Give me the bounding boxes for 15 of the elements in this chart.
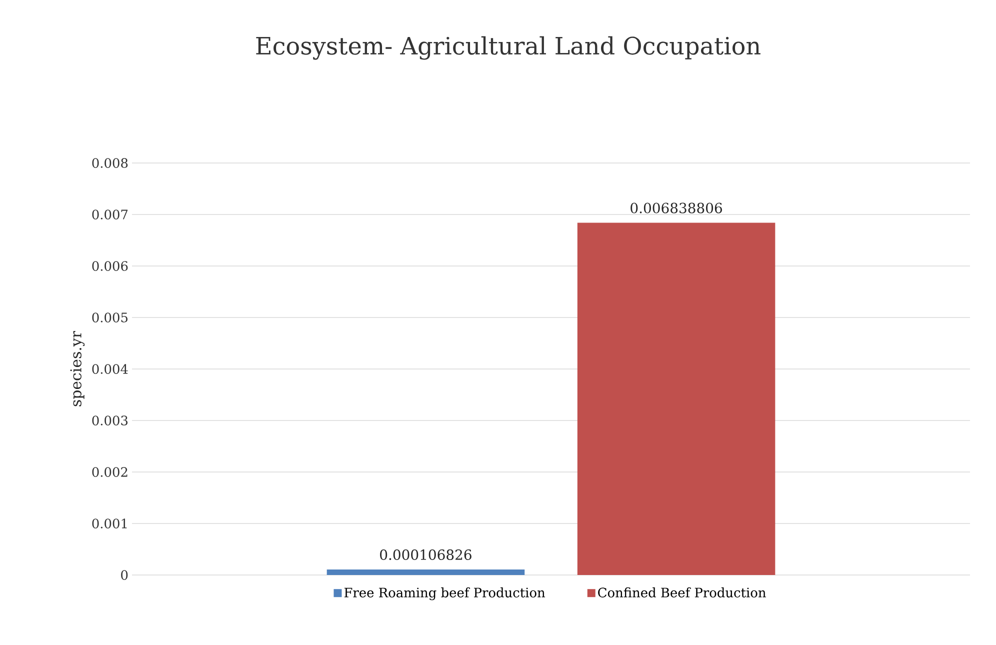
y-tick-label: 0.006	[92, 261, 128, 271]
y-tick-label: 0	[121, 570, 128, 580]
y-tick-label: 0.008	[92, 158, 128, 168]
data-label: 0.006838806	[630, 202, 722, 214]
y-tick-label: 0.002	[92, 467, 128, 477]
y-tick-label: 0.007	[92, 210, 128, 220]
y-tick-label: 0.001	[92, 518, 127, 528]
chart-title: Ecosystem- Agricultural Land Occupation	[256, 36, 760, 60]
legend-label: Free Roaming beef Production	[344, 587, 546, 600]
y-axis-title: species.yr	[70, 330, 85, 406]
y-tick-label: 0.004	[92, 364, 128, 374]
legend-label: Confined Beef Production	[598, 587, 766, 598]
data-label: 0.000106826	[380, 549, 472, 560]
y-tick-label: 0.005	[92, 312, 128, 322]
y-tick-label: 0.003	[92, 416, 128, 426]
